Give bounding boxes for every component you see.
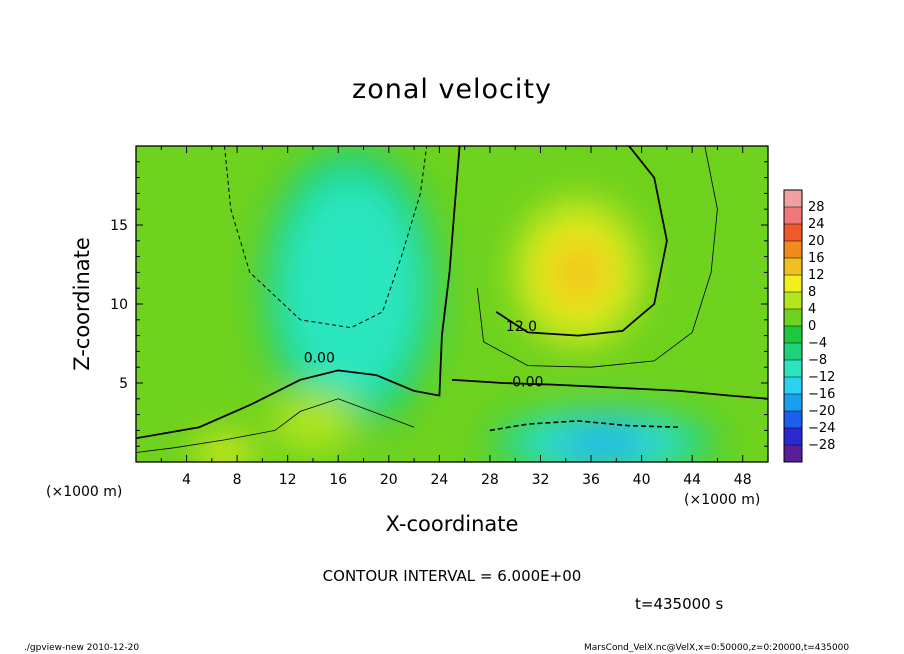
colorbar-label: 12	[808, 268, 825, 283]
y-tick-label: 5	[119, 376, 128, 392]
x-tick-label: 12	[279, 472, 297, 488]
colorbar-segment	[784, 377, 802, 394]
x-tick-label: 28	[481, 472, 499, 488]
x-tick-label: 8	[233, 472, 242, 488]
colorbar-segment	[784, 224, 802, 241]
colorbar-label: 16	[808, 251, 825, 266]
colorbar-segment	[784, 190, 802, 207]
colorbar-label: 4	[808, 302, 816, 317]
colorbar-label: −28	[808, 438, 835, 453]
x-tick-label: 44	[683, 472, 701, 488]
colorbar-label: 0	[808, 319, 816, 334]
x-tick-label: 40	[633, 472, 651, 488]
heatmap-cell	[273, 395, 353, 450]
contour-line	[489, 420, 680, 432]
chart-title: zonal velocity	[352, 74, 552, 105]
contour-label: 12.0	[506, 319, 537, 335]
contour-label: 0.00	[304, 351, 335, 367]
footer-program-info: ./gpview-new 2010-12-20	[24, 643, 140, 653]
colorbar-label: 24	[808, 217, 825, 232]
heatmap-cell	[281, 177, 420, 400]
colorbar-segment	[784, 360, 802, 377]
colorbar-label: −16	[808, 387, 835, 402]
x-tick-label: 20	[380, 472, 398, 488]
colorbar-segment	[784, 445, 802, 462]
colorbar-label: 20	[808, 234, 825, 249]
colorbar: 28 24 20 16 12 8 4 0 −4 −8 −12 −16 −20 −24 −28	[783, 189, 835, 463]
heatmap-field	[136, 146, 768, 462]
contour-line	[136, 146, 461, 440]
colorbar-segment	[784, 309, 802, 326]
x-tick-label: 36	[582, 472, 600, 488]
contour-line	[451, 378, 768, 400]
heatmap-background	[136, 146, 768, 462]
colorbar-segment	[784, 411, 802, 428]
x-unit-label-left: (×1000 m)	[46, 484, 123, 500]
colorbar-segment	[784, 207, 802, 224]
contour-lines	[136, 146, 768, 453]
contour-labels: 0.00 0.00 12.0	[304, 319, 544, 390]
colorbar-segment	[784, 275, 802, 292]
x-tick-label: 16	[329, 472, 347, 488]
time-label: t=435000 s	[635, 595, 724, 613]
contour-interval-text: CONTOUR INTERVAL = 6.000E+00	[322, 567, 582, 585]
colorbar-segment	[784, 292, 802, 309]
colorbar-segment	[784, 394, 802, 411]
x-unit-label-right: (×1000 m)	[684, 492, 761, 508]
x-tick-label: 32	[532, 472, 550, 488]
colorbar-label: −12	[808, 370, 835, 385]
heatmap-cells	[186, 146, 718, 462]
heatmap-cell	[550, 240, 607, 305]
x-axis-label: X-coordinate	[385, 512, 519, 536]
colorbar-label: −8	[808, 353, 827, 368]
colorbar-segment	[784, 241, 802, 258]
y-tick-label: 10	[110, 297, 128, 313]
colorbar-segment	[784, 326, 802, 343]
colorbar-segment	[784, 343, 802, 360]
contour-line	[136, 398, 415, 453]
colorbar-label: −24	[808, 421, 835, 436]
y-tick-label: 15	[110, 218, 128, 234]
x-tick-label: 4	[182, 472, 191, 488]
y-axis-label: Z-coordinate	[70, 237, 94, 371]
x-tick-label: 24	[430, 472, 448, 488]
heatmap-cell	[565, 431, 643, 455]
contour-line	[224, 146, 428, 329]
contour-line	[476, 146, 718, 368]
colorbar-label: 8	[808, 285, 816, 300]
contour-label: 0.00	[512, 374, 543, 390]
contour-line	[495, 146, 668, 337]
colorbar-label: 28	[808, 200, 825, 215]
colorbar-label: −4	[808, 336, 827, 351]
x-tick-label: 48	[734, 472, 752, 488]
heatmap-cell	[203, 441, 246, 462]
colorbar-label: −20	[808, 404, 835, 419]
colorbar-segment	[784, 428, 802, 445]
footer-dataset-info: MarsCond_VelX.nc@VelX,x=0:50000,z=0:2000…	[584, 643, 850, 653]
colorbar-segment	[784, 258, 802, 275]
